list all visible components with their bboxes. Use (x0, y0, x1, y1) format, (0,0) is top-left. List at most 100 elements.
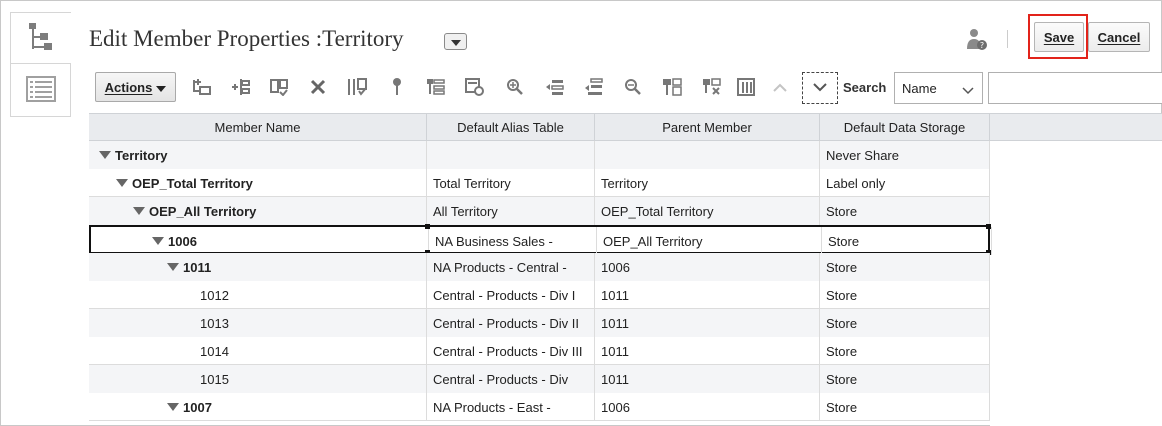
table-row[interactable]: 1015 Central - Products - Div 1011 Store (89, 365, 990, 393)
cell-alias[interactable]: NA Products - East - (427, 393, 595, 421)
column-header-alias[interactable]: Default Alias Table (427, 113, 595, 141)
pin-icon[interactable] (386, 76, 408, 98)
save-highlight-box (1028, 14, 1088, 59)
refresh-icon[interactable] (464, 76, 486, 98)
expand-triangle-icon[interactable] (99, 151, 111, 159)
cell-data-storage[interactable]: Store (820, 281, 990, 309)
cell-parent-member[interactable]: 1011 (595, 337, 820, 365)
grid-empty-area (990, 141, 1162, 426)
header-divider (1007, 30, 1008, 48)
delete-icon[interactable] (307, 76, 329, 98)
cell-data-storage[interactable]: Store (820, 365, 990, 393)
cell-member-name[interactable]: Territory (89, 141, 427, 169)
cell-parent-member[interactable] (595, 141, 820, 169)
cell-member-name[interactable]: 1013 (89, 309, 427, 337)
cell-data-storage[interactable]: Store (820, 337, 990, 365)
cell-parent-member[interactable]: OEP_All Territory (597, 227, 822, 255)
tab-list[interactable] (10, 64, 71, 117)
cell-alias[interactable]: Central - Products - Div (427, 365, 595, 393)
table-row[interactable]: 1014 Central - Products - Div III 1011 Stor… (89, 337, 990, 365)
title-menu-button[interactable] (444, 33, 467, 50)
cell-data-storage[interactable]: Store (820, 253, 990, 281)
save-button[interactable]: Save (1034, 22, 1084, 52)
page-title: Edit Member Properties :Territory (89, 26, 404, 51)
sort-icon[interactable] (661, 76, 683, 98)
cancel-button[interactable]: Cancel (1088, 22, 1150, 52)
table-row-selected[interactable]: 1006 NA Business Sales - OEP_All Territory… (89, 224, 992, 255)
cell-parent-member[interactable]: 1006 (595, 253, 820, 281)
member-grid: Member Name Default Alias Table Parent M… (89, 113, 1162, 426)
zoom-in-icon[interactable] (504, 76, 526, 98)
cell-member-name[interactable]: OEP_Total Territory (89, 169, 427, 197)
cell-data-storage[interactable]: Store (820, 197, 990, 225)
move-up-icon[interactable] (544, 76, 566, 98)
cell-parent-member[interactable]: 1011 (595, 281, 820, 309)
search-input[interactable] (988, 72, 1162, 104)
cell-parent-member[interactable]: OEP_Total Territory (595, 197, 820, 225)
expand-triangle-icon[interactable] (116, 179, 128, 187)
more-toolbar-button[interactable] (802, 72, 838, 104)
clear-icon[interactable] (701, 76, 723, 98)
move-down-icon[interactable] (583, 76, 605, 98)
cell-parent-member[interactable]: 1011 (595, 309, 820, 337)
cell-alias[interactable]: Central - Products - Div III (427, 337, 595, 365)
cell-member-name[interactable]: 1015 (89, 365, 427, 393)
expand-triangle-icon[interactable] (167, 263, 179, 271)
cell-alias[interactable]: Central - Products - Div I (427, 281, 595, 309)
cell-member-name[interactable]: 1006 (91, 227, 429, 255)
search-field-select[interactable]: Name (894, 72, 983, 104)
expand-triangle-icon[interactable] (167, 403, 179, 411)
chevron-down-icon (962, 83, 974, 98)
expand-triangle-icon[interactable] (133, 207, 145, 215)
cell-member-name[interactable]: 1014 (89, 337, 427, 365)
cell-alias[interactable]: NA Products - Central - (427, 253, 595, 281)
member-name-text: 1015 (200, 371, 229, 387)
cell-alias[interactable]: Central - Products - Div II (427, 309, 595, 337)
selection-handle (425, 250, 430, 255)
columns-icon[interactable] (735, 76, 757, 98)
table-row[interactable]: OEP_All Territory All Territory OEP_Total … (89, 197, 990, 225)
cell-data-storage[interactable]: Store (820, 393, 990, 421)
expand-triangle-icon[interactable] (152, 237, 164, 245)
add-sibling-icon[interactable] (230, 76, 252, 98)
column-header-member-name[interactable]: Member Name (89, 113, 427, 141)
cell-alias[interactable]: Total Territory (427, 169, 595, 197)
collapse-up-icon[interactable] (769, 76, 791, 98)
cell-data-storage[interactable]: Label only (820, 169, 990, 197)
cell-member-name[interactable]: 1011 (89, 253, 427, 281)
selection-handle (425, 224, 430, 229)
cell-parent-member[interactable]: Territory (595, 169, 820, 197)
member-name-text: OEP_Total Territory (132, 175, 253, 191)
hierarchy-icon[interactable] (425, 76, 447, 98)
cell-alias[interactable]: NA Business Sales - (429, 227, 597, 255)
cell-alias[interactable]: All Territory (427, 197, 595, 225)
actions-menu-button[interactable]: Actions (95, 72, 176, 102)
cell-data-storage[interactable]: Store (820, 309, 990, 337)
column-header-parent[interactable]: Parent Member (595, 113, 820, 141)
cell-alias[interactable] (427, 141, 595, 169)
table-row[interactable]: 1011 NA Products - Central -1006 Store (89, 253, 990, 281)
cell-parent-member[interactable]: 1011 (595, 365, 820, 393)
cell-member-name[interactable]: 1007 (89, 393, 427, 421)
cell-data-storage[interactable]: Store (822, 227, 992, 255)
column-header-storage[interactable]: Default Data Storage (820, 113, 990, 141)
table-row[interactable]: 1012 Central - Products - Div I 1011 Store (89, 281, 990, 309)
table-row[interactable]: 1007 NA Products - East -1006 Store (89, 393, 990, 421)
add-child-icon[interactable] (191, 76, 213, 98)
member-name-text: 1007 (183, 399, 212, 415)
user-help-icon[interactable]: ? (966, 27, 988, 51)
cell-data-storage[interactable]: Never Share (820, 141, 990, 169)
cell-parent-member[interactable]: 1006 (595, 393, 820, 421)
cell-member-name[interactable]: 1012 (89, 281, 427, 309)
zoom-out-icon[interactable] (622, 76, 644, 98)
table-row[interactable]: OEP_Total Territory Total Territory Territ… (89, 169, 990, 197)
copy-member-icon[interactable] (268, 76, 290, 98)
selection-handle (986, 224, 991, 229)
cell-member-name[interactable]: OEP_All Territory (89, 197, 427, 225)
tab-hierarchy[interactable] (10, 12, 71, 64)
table-row[interactable]: 1013 Central - Products - Div II 1011 Store (89, 309, 990, 337)
table-row[interactable]: Territory Never Share (89, 141, 990, 169)
member-name-text: 1006 (168, 233, 197, 249)
left-rail (10, 12, 71, 117)
validate-icon[interactable] (346, 76, 368, 98)
